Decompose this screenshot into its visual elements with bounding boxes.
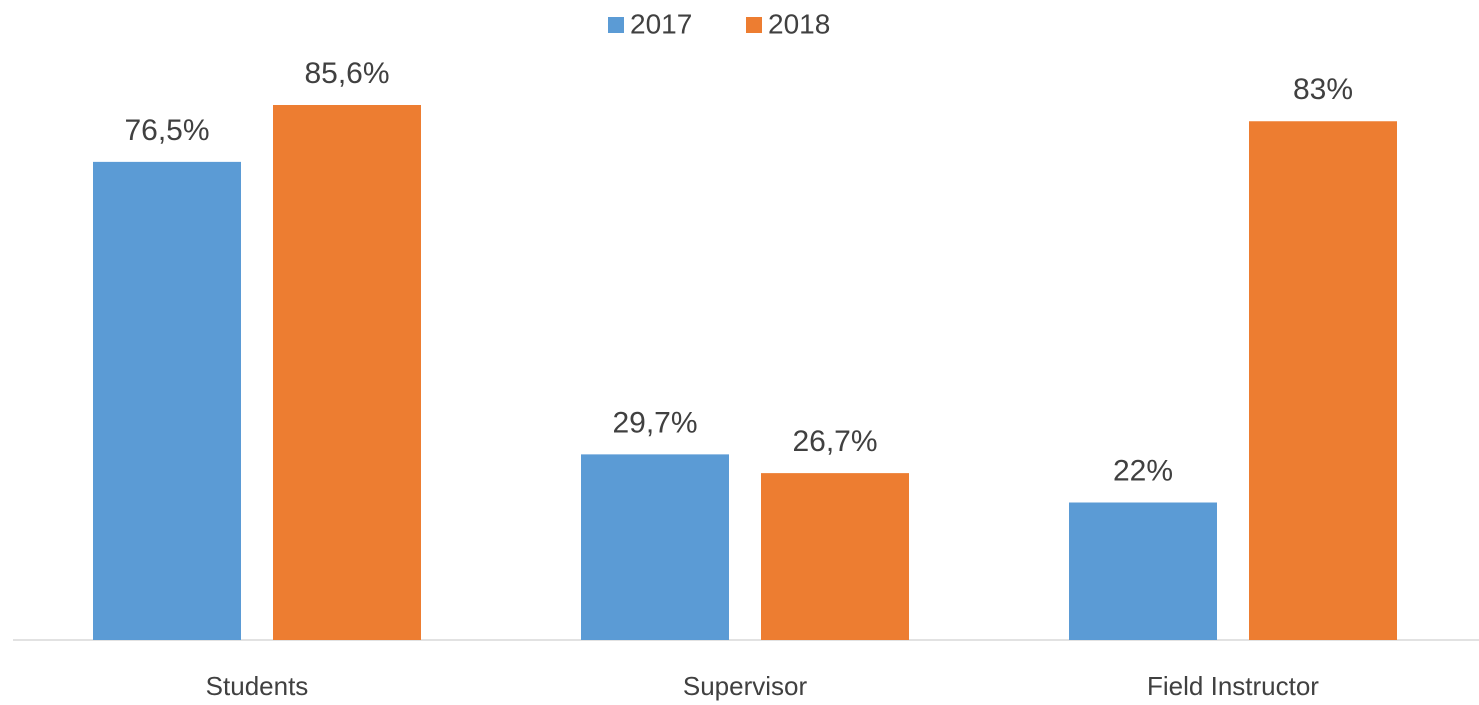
bar — [93, 161, 241, 640]
data-label: 22% — [1113, 454, 1173, 487]
x-tick-label: Supervisor — [683, 671, 808, 701]
bar — [1069, 502, 1217, 640]
data-label: 85,6% — [304, 57, 389, 90]
data-label: 76,5% — [124, 114, 209, 147]
legend-swatch — [746, 17, 762, 33]
x-tick-label: Students — [206, 671, 309, 701]
legend-label: 2018 — [768, 8, 830, 39]
legend-swatch — [608, 17, 624, 33]
bar — [581, 454, 729, 640]
data-label: 29,7% — [612, 406, 697, 439]
data-label: 26,7% — [792, 425, 877, 458]
bar — [273, 105, 421, 640]
legend-label: 2017 — [630, 8, 692, 39]
bar — [761, 473, 909, 640]
x-tick-label: Field Instructor — [1147, 671, 1319, 701]
data-label: 83% — [1293, 73, 1353, 106]
bar — [1249, 121, 1397, 640]
